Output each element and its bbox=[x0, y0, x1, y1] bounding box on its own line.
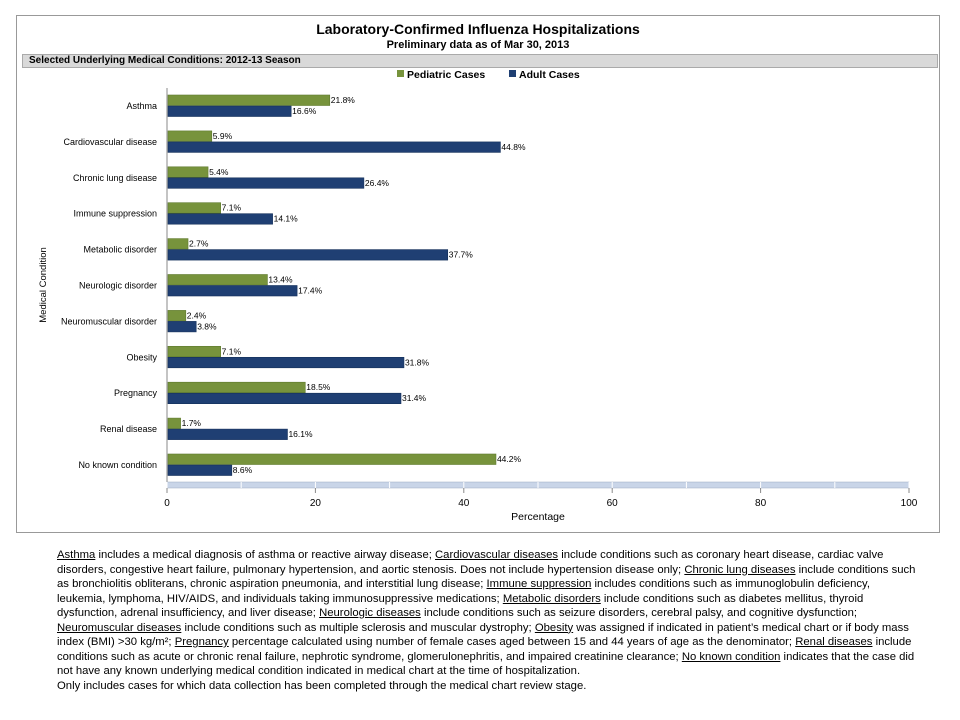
note-term: Cardiovascular diseases bbox=[435, 549, 559, 561]
data-label: 44.8% bbox=[501, 142, 526, 152]
note-term: Chronic lung diseases bbox=[684, 563, 796, 576]
data-label: 14.1% bbox=[274, 214, 299, 224]
bar-adult bbox=[167, 285, 298, 297]
note-text: includes a medical diagnosis of asthma o… bbox=[95, 549, 436, 561]
category-label: Metabolic disorder bbox=[83, 245, 157, 255]
bar-pediatric bbox=[167, 417, 181, 429]
chart-title: Laboratory-Confirmed Influenza Hospitali… bbox=[316, 21, 640, 37]
note-term: Renal diseases bbox=[795, 636, 873, 648]
note-term: Obesity bbox=[534, 621, 574, 634]
data-label: 26.4% bbox=[365, 178, 390, 188]
x-tick-label: 80 bbox=[755, 498, 767, 509]
category-label: No known condition bbox=[78, 460, 157, 470]
note-text: include conditions such as coronary hear… bbox=[57, 549, 884, 576]
note-text: include conditions such as acute or chro… bbox=[57, 636, 912, 663]
x-tick-label: 40 bbox=[458, 498, 470, 509]
data-label: 18.5% bbox=[306, 382, 331, 392]
chart-subtitle: Preliminary data as of Mar 30, 2013 bbox=[386, 39, 570, 51]
category-label: Immune suppression bbox=[73, 209, 157, 219]
note-text: was assigned if indicated in patient’s m… bbox=[57, 621, 909, 649]
category-label: Cardiovascular disease bbox=[63, 137, 157, 147]
data-label: 17.4% bbox=[298, 286, 323, 296]
bar-adult bbox=[167, 392, 402, 405]
bar-adult bbox=[167, 213, 273, 225]
bar-adult bbox=[167, 249, 449, 261]
bar-chart: Pediatric Cases Adult Cases Medical Condit… bbox=[38, 69, 918, 523]
bar-pediatric bbox=[167, 94, 331, 106]
data-label: 7.1% bbox=[222, 203, 242, 213]
bar-pediatric bbox=[167, 345, 221, 358]
legend-swatch-1 bbox=[509, 70, 516, 77]
data-label: 1.7% bbox=[182, 418, 202, 428]
category-label: Renal disease bbox=[100, 424, 157, 434]
y-axis-title: Medical Condition bbox=[38, 247, 49, 323]
category-label: Asthma bbox=[126, 101, 157, 111]
data-label: 37.7% bbox=[449, 250, 474, 260]
section-header: Selected Underlying Medical Conditions: … bbox=[22, 54, 938, 68]
bar-pediatric bbox=[167, 130, 213, 142]
data-label: 44.2% bbox=[497, 454, 522, 464]
data-label: 5.4% bbox=[209, 167, 229, 177]
x-tick-label: 0 bbox=[164, 498, 170, 509]
bar-pediatric bbox=[167, 166, 209, 178]
note-term: Pregnancy bbox=[174, 636, 229, 648]
data-label: 2.4% bbox=[187, 310, 207, 320]
note-text: include conditions such as multiple scle… bbox=[181, 621, 535, 634]
bar-adult bbox=[167, 356, 405, 369]
data-label: 16.1% bbox=[288, 429, 313, 439]
bar-adult bbox=[167, 464, 233, 476]
category-label: Neurologic disorder bbox=[79, 281, 157, 291]
x-tick-label: 20 bbox=[310, 498, 322, 509]
note-text: percentage calculated using number of fe… bbox=[228, 636, 796, 648]
note-text: include conditions such as diabetes mell… bbox=[57, 592, 864, 620]
legend-label-1: Adult Cases bbox=[519, 69, 580, 81]
note-term: Asthma bbox=[57, 549, 96, 561]
category-label: Chronic lung disease bbox=[73, 173, 157, 183]
note-term: Neuromuscular diseases bbox=[57, 621, 182, 634]
bar-pediatric bbox=[167, 238, 189, 250]
note-text: includes conditions such as immunoglobul… bbox=[57, 578, 871, 605]
data-label: 31.4% bbox=[402, 393, 427, 403]
data-label: 3.8% bbox=[197, 321, 217, 331]
category-label: Pregnancy bbox=[114, 388, 158, 398]
x-tick-label: 60 bbox=[607, 498, 619, 509]
note-text: indicates that the case did not have any… bbox=[57, 650, 915, 678]
note-text: include conditions such as seizure disor… bbox=[420, 607, 858, 619]
note-text: include conditions such as bronchiolitis… bbox=[57, 563, 916, 591]
bar-pediatric bbox=[167, 202, 221, 214]
data-label: 8.6% bbox=[233, 465, 253, 475]
note-term: Immune suppression bbox=[486, 578, 592, 590]
note-term: No known condition bbox=[681, 650, 781, 663]
category-label: Obesity bbox=[126, 352, 157, 362]
x-tick-label: 100 bbox=[901, 498, 918, 509]
note-term: Neurologic diseases bbox=[319, 607, 421, 619]
data-label: 5.9% bbox=[213, 131, 233, 141]
definitions-paragraph: Asthma includes a medical diagnosis of a… bbox=[57, 548, 917, 679]
data-label: 7.1% bbox=[222, 346, 242, 356]
x-axis-title: Percentage bbox=[511, 511, 565, 523]
data-label: 13.4% bbox=[268, 275, 293, 285]
footnote: Only includes cases for which data colle… bbox=[57, 679, 587, 692]
legend-label-0: Pediatric Cases bbox=[407, 69, 485, 81]
bar-adult bbox=[167, 177, 365, 189]
bar-adult bbox=[167, 105, 292, 117]
bar-adult bbox=[167, 321, 197, 333]
chart-notes: Asthma includes a medical diagnosis of a… bbox=[57, 548, 917, 693]
bar-adult bbox=[167, 141, 501, 153]
note-term: Metabolic disorders bbox=[502, 592, 601, 605]
category-label: Neuromuscular disorder bbox=[61, 316, 157, 326]
bar-adult bbox=[167, 428, 288, 440]
data-label: 2.7% bbox=[189, 239, 209, 249]
data-label: 31.8% bbox=[405, 357, 430, 367]
bar-pediatric bbox=[167, 381, 306, 394]
data-label: 16.6% bbox=[292, 106, 317, 116]
bar-pediatric bbox=[167, 453, 497, 465]
bar-pediatric bbox=[167, 310, 187, 322]
bar-pediatric bbox=[167, 274, 268, 286]
legend-swatch-0 bbox=[397, 70, 404, 77]
data-label: 21.8% bbox=[331, 95, 356, 105]
